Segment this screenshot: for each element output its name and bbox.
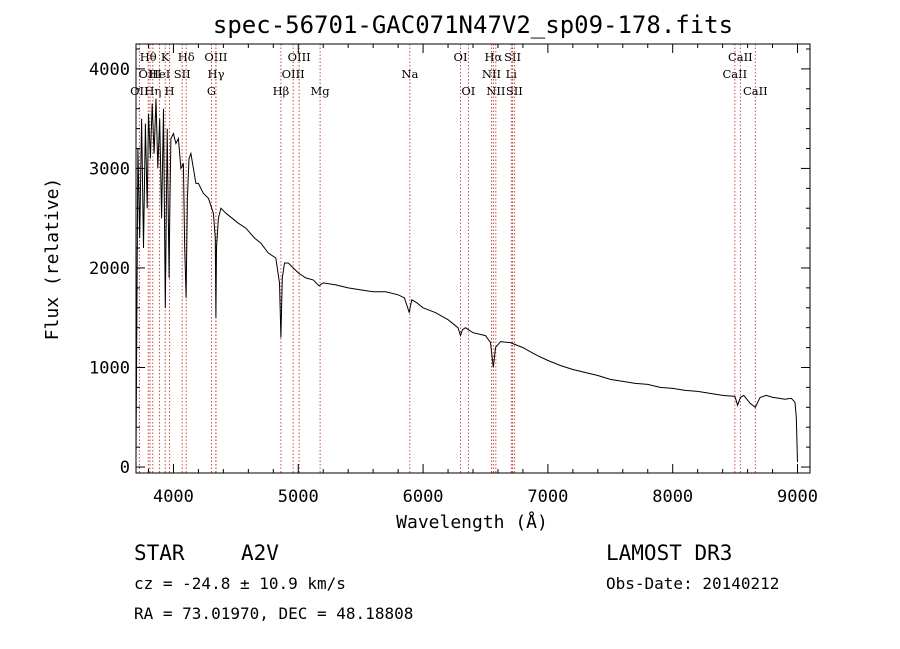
line-label-0: OII (130, 84, 149, 98)
y-tick-label-3: 3000 (89, 159, 130, 179)
line-label-26: CaII (728, 50, 753, 64)
x-tick-label-0: 4000 (153, 487, 194, 507)
flux-series-line (135, 98, 798, 463)
line-label-15: Mg (311, 84, 331, 98)
x-tick-label-2: 6000 (403, 487, 444, 507)
y-tick-label-1: 1000 (89, 358, 130, 378)
line-label-16: Na (401, 67, 418, 81)
x-tick-label-5: 9000 (777, 487, 818, 507)
line-label-11: Hγ (208, 67, 225, 81)
line-label-1: Hθ (140, 50, 157, 64)
y-tick-label-0: 0 (120, 458, 130, 478)
line-label-6: H (165, 84, 175, 98)
line-label-19: NII (482, 67, 501, 81)
object-subclass: A2V (241, 541, 279, 565)
chart-title: spec-56701-GAC071N47V2_sp09-178.fits (213, 11, 733, 39)
line-label-22: Li (506, 67, 518, 81)
line-label-25: CaII (722, 67, 747, 81)
plot-frame (135, 43, 811, 474)
object-class: STAR (134, 541, 185, 565)
line-label-24: SII (506, 84, 523, 98)
x-tick-label-1: 5000 (278, 487, 319, 507)
line-label-4: HeI (149, 67, 170, 81)
line-label-5: K (161, 50, 170, 64)
line-label-8: Hδ (178, 50, 195, 64)
line-label-14: OIII (288, 50, 311, 64)
y-axis-ticks: 0 1000 2000 3000 4000 (89, 48, 810, 478)
line-label-18: OI (461, 84, 475, 98)
line-label-13: OIII (282, 67, 305, 81)
coordinates: RA = 73.01970, DEC = 48.18808 (134, 604, 413, 623)
redshift-readout: cz = -24.8 ± 10.9 km/s (134, 574, 346, 593)
obs-date: Obs-Date: 20140212 (606, 574, 779, 593)
y-axis-label: Flux (relative) (42, 178, 63, 341)
x-axis-label: Wavelength (Å) (396, 511, 548, 533)
y-tick-label-4: 4000 (89, 60, 130, 80)
line-label-12: Hβ (273, 84, 290, 98)
line-label-9: G (207, 84, 216, 98)
line-label-7: SII (174, 67, 191, 81)
x-tick-label-3: 7000 (527, 487, 568, 507)
line-label-21: NII (486, 84, 505, 98)
line-label-3: Hη (144, 84, 161, 98)
x-tick-label-4: 8000 (652, 487, 693, 507)
line-label-10: OIII (204, 50, 227, 64)
line-label-2: OIII (138, 67, 161, 81)
survey-name: LAMOST DR3 (606, 541, 732, 565)
y-tick-label-2: 2000 (89, 259, 130, 279)
line-label-17: OI (454, 50, 468, 64)
line-label-23: SII (504, 50, 521, 64)
x-axis-ticks: 4000 5000 6000 7000 8000 9000 (147, 44, 818, 507)
spectral-line-markers: OII Hθ OIII Hη HeI K H SII Hδ G OIII Hγ Hβ OIII OIII Mg… (130, 44, 768, 473)
line-label-27: CaII (743, 84, 768, 98)
line-label-20: Hα (484, 50, 502, 64)
